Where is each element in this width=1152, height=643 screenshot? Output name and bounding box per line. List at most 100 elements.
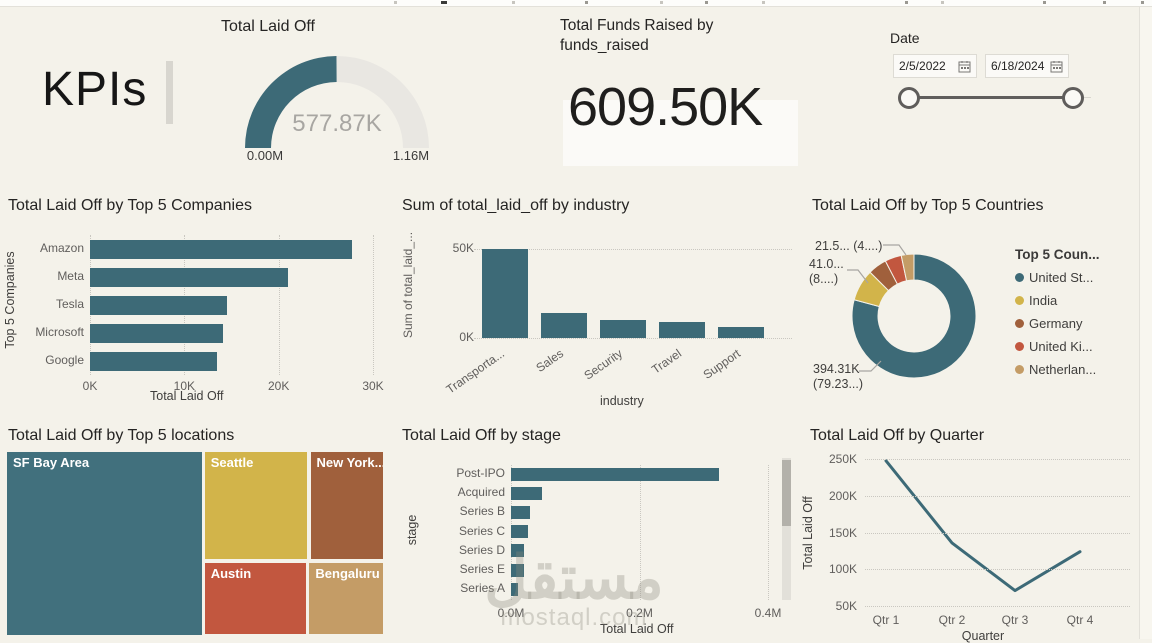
chart-title: Total Laid Off by Top 5 Countries	[812, 197, 1044, 214]
donut-callout-united-kingdom: 21.5... (4....)	[815, 239, 882, 254]
callout-line-2	[859, 360, 882, 372]
legend-label: United Ki...	[1029, 339, 1093, 354]
bar-Meta[interactable]	[90, 267, 289, 287]
edge-mark	[394, 1, 397, 4]
treemap-tile-Seattle[interactable]: Seattle	[204, 452, 308, 560]
y-tick-label: 100K	[828, 562, 857, 577]
x-tick-label: Qtr 2	[938, 613, 966, 627]
callout-line-text: 394.31K	[813, 362, 860, 376]
chart-title: Total Laid Off by Top 5 Companies	[8, 197, 252, 214]
date-range-start-handle[interactable]	[898, 87, 920, 109]
category-label-Series D: Series D	[458, 542, 505, 557]
donut-plot	[847, 244, 977, 379]
legend-item-India[interactable]: India	[1015, 289, 1100, 312]
bar-chart-industry: Sum of total_laid_off by industry indust…	[400, 195, 792, 423]
donut-callout-united-states: 394.31K (79.23...)	[813, 362, 863, 392]
x-axis-label: industry	[600, 394, 644, 408]
edge-mark	[705, 1, 708, 4]
bar-Series A[interactable]	[511, 582, 519, 596]
callout-line-text: 41.0...	[809, 257, 844, 271]
gridline	[768, 465, 769, 600]
bar-Series C[interactable]	[511, 525, 529, 539]
bar-chart-stage: Total Laid Off by stage Total Laid Off s…	[400, 425, 795, 639]
bar-Travel[interactable]	[659, 321, 705, 338]
legend-dot	[1015, 319, 1024, 328]
callout-line-text: 21.5... (4....)	[815, 239, 883, 253]
callout-line-text: (79.23...)	[813, 377, 864, 391]
x-tick-label: 0.4M	[754, 606, 782, 620]
gauge-title: Total Laid Off	[221, 18, 315, 35]
date-range-end-handle[interactable]	[1062, 87, 1084, 109]
bar-Google[interactable]	[90, 351, 218, 371]
edge-mark	[941, 1, 944, 4]
donut-callout-india: 41.0... (8....)	[809, 257, 844, 287]
legend-label: United St...	[1029, 270, 1094, 285]
legend-dot	[1015, 342, 1024, 351]
treemap-tile-Austin[interactable]: Austin	[204, 562, 306, 635]
start-date-input[interactable]: 2/5/2022	[893, 54, 977, 78]
kpi-card-visual: Total Funds Raised by funds_raised 609.5…	[558, 14, 808, 179]
legend-title: Top 5 Coun...	[1015, 247, 1100, 262]
bar-Acquired[interactable]	[511, 486, 542, 500]
chart-title: Total Laid Off by stage	[402, 427, 561, 444]
treemap-tile-SF Bay Area[interactable]: SF Bay Area	[7, 452, 202, 635]
bar-Microsoft[interactable]	[90, 323, 223, 343]
bar-chart-companies: Total Laid Off by Top 5 Companies Total …	[0, 195, 395, 423]
bar-Support[interactable]	[718, 326, 764, 338]
donut-slice-United St...[interactable]	[851, 253, 977, 379]
x-tick-label: 0.2M	[626, 606, 653, 620]
treemap-tile-New York...[interactable]: New York...	[310, 452, 384, 560]
edge-mark	[441, 1, 447, 4]
bar-Series D[interactable]	[511, 544, 525, 558]
callout-line-1	[847, 269, 869, 284]
date-range-track[interactable]	[909, 96, 1073, 99]
legend-item-Germany[interactable]: Germany	[1015, 312, 1100, 335]
category-label-Series B: Series B	[459, 504, 505, 519]
treemap-tile-label: Austin	[210, 565, 252, 581]
category-label-Google: Google	[45, 353, 84, 367]
bar-Transporta...[interactable]	[482, 249, 528, 338]
line-plot	[884, 459, 1082, 593]
gridline	[474, 338, 792, 339]
bar-Tesla[interactable]	[90, 295, 227, 315]
line-series-total-laid-off[interactable]	[884, 459, 1082, 593]
gauge-min-label: 0.00M	[246, 148, 284, 163]
end-date-value: 6/18/2024	[991, 59, 1045, 73]
treemap-tile-label: Bengaluru	[315, 565, 380, 581]
legend-item-United Ki...[interactable]: United Ki...	[1015, 335, 1100, 358]
gauge-fill	[245, 56, 337, 148]
chart-scrollbar-track[interactable]	[782, 458, 791, 600]
bar-Amazon[interactable]	[90, 239, 353, 259]
gauge-visual: Total Laid Off 577.87K 0.00M 1.16M	[203, 14, 471, 179]
chart-scrollbar-thumb[interactable]	[782, 460, 791, 526]
legend-dot	[1015, 273, 1024, 282]
edge-mark	[1103, 1, 1106, 4]
gauge-max-label: 1.16M	[392, 148, 430, 163]
donut-legend: Top 5 Coun... United St... India Germany Un…	[1015, 247, 1100, 381]
bar-Series E[interactable]	[511, 563, 525, 577]
date-slicer: Date 2/5/2022 6/18/2024	[885, 28, 1115, 123]
bar-Security[interactable]	[600, 319, 646, 338]
treemap-tile-label: New York...	[316, 455, 384, 470]
bar-Post-IPO[interactable]	[511, 467, 719, 481]
bar-Sales[interactable]	[541, 313, 587, 338]
gridline	[865, 495, 1130, 497]
edge-mark	[512, 1, 515, 4]
card-highlight	[563, 100, 798, 166]
x-tick-label: 30K	[362, 379, 384, 393]
x-axis-label: Total Laid Off	[600, 622, 674, 636]
end-date-input[interactable]: 6/18/2024	[985, 54, 1069, 78]
bar-Series B[interactable]	[511, 505, 530, 519]
chart-title: Sum of total_laid_off by industry	[402, 197, 630, 214]
page-scroll-gutter[interactable]	[1139, 7, 1152, 639]
calendar-icon	[958, 60, 971, 72]
legend-item-United St...[interactable]: United St...	[1015, 266, 1100, 289]
y-tick-label: 0K	[459, 330, 474, 344]
legend-dot	[1015, 296, 1024, 305]
y-axis-label: stage	[405, 514, 419, 546]
y-axis-label: Sum of total_laid_...	[401, 231, 415, 339]
treemap-tile-Bengaluru[interactable]: Bengaluru	[309, 562, 384, 635]
gridline	[865, 569, 1130, 571]
y-tick-label: 50K	[835, 599, 857, 613]
legend-item-Netherlan...[interactable]: Netherlan...	[1015, 358, 1100, 381]
